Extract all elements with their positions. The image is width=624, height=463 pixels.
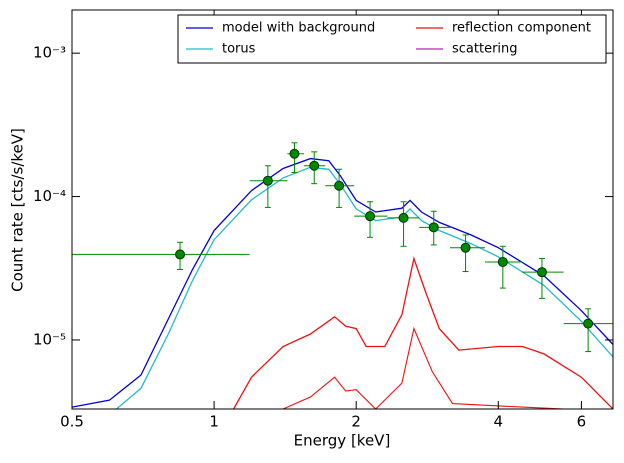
x-tick-label: 6 bbox=[577, 413, 587, 431]
data-point bbox=[460, 242, 471, 253]
data-point bbox=[428, 222, 439, 233]
data-point bbox=[398, 212, 409, 223]
data-point bbox=[175, 249, 186, 260]
plot-area bbox=[72, 142, 613, 409]
series-line-lower bbox=[282, 326, 564, 409]
axes-frame bbox=[71, 9, 614, 410]
legend-label: reflection component bbox=[452, 21, 591, 36]
legend-box bbox=[177, 14, 607, 64]
legend-label: scattering bbox=[452, 42, 518, 57]
x-tick-label: 0.5 bbox=[60, 413, 84, 431]
y-tick-label: 10⁻⁵ bbox=[33, 330, 66, 348]
x-tick-label: 4 bbox=[494, 413, 504, 431]
data-point bbox=[334, 180, 345, 191]
data-point bbox=[536, 267, 547, 278]
series-line bbox=[115, 166, 613, 409]
data-point bbox=[583, 318, 594, 329]
data-point bbox=[497, 256, 508, 267]
data-point bbox=[262, 175, 273, 186]
data-point bbox=[289, 148, 300, 159]
x-tick-label: 1 bbox=[209, 413, 219, 431]
x-tick-label: 2 bbox=[351, 413, 361, 431]
legend-label: model with background bbox=[222, 21, 375, 36]
y-tick-label: 10⁻⁴ bbox=[33, 187, 66, 205]
series-line bbox=[72, 157, 613, 408]
data-point bbox=[365, 211, 376, 222]
x-axis-label: Energy [keV] bbox=[294, 432, 391, 450]
data-point bbox=[309, 160, 320, 171]
legend-label: torus bbox=[222, 42, 256, 57]
y-tick-label: 10⁻³ bbox=[33, 44, 66, 62]
series-line bbox=[233, 256, 613, 409]
y-axis-label: Count rate [cts/s/keV] bbox=[9, 128, 27, 292]
